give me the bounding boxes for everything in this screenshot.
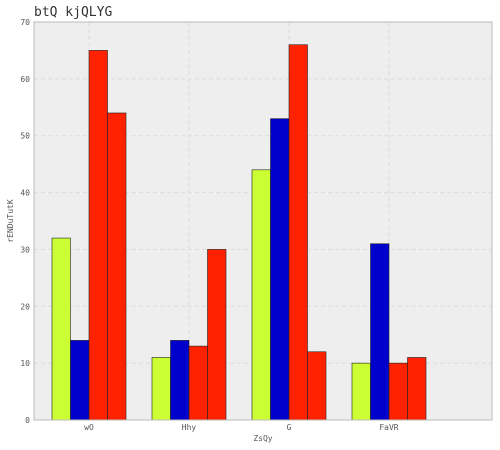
y-tick-label: 40	[20, 189, 30, 198]
y-tick-label: 60	[20, 75, 30, 84]
y-tick-label: 0	[25, 416, 30, 425]
bar-favr-s2	[370, 243, 390, 421]
bar-g-s3	[288, 44, 308, 421]
y-tick-label: 10	[20, 359, 30, 368]
y-axis-label: rENDuTutK	[6, 199, 15, 243]
bar-wo-s2	[70, 340, 90, 421]
x-tick-label: Hhy	[182, 423, 197, 432]
bar-g-s2	[270, 118, 290, 421]
bar-hhy-s3	[188, 345, 208, 421]
tick-labels: 0 10 20 30 40 50 60 70 wO Hhy G FaVR	[20, 18, 398, 432]
x-tick-label: wO	[84, 423, 94, 432]
bar-favr-s1	[351, 362, 371, 421]
bars	[51, 44, 427, 421]
bar-g-s4	[307, 351, 327, 421]
bar-wo-s3	[88, 50, 108, 421]
bar-wo-s1	[51, 237, 71, 421]
y-tick-label: 50	[20, 132, 30, 141]
chart-title: btQ kjQLYG	[34, 5, 112, 20]
y-tick-label: 70	[20, 18, 30, 27]
x-tick-label: FaVR	[379, 423, 398, 432]
y-tick-label: 30	[20, 245, 30, 254]
y-tick-label: 20	[20, 302, 30, 311]
bar-hhy-s4	[207, 249, 227, 421]
bar-hhy-s2	[170, 340, 190, 421]
plot-frame	[33, 21, 493, 421]
x-axis-label: ZsQy	[253, 434, 272, 443]
x-tick-label: G	[287, 423, 292, 432]
bar-hhy-s1	[151, 357, 171, 421]
bar-wo-s4	[107, 112, 127, 421]
bar-favr-s4	[407, 357, 427, 421]
bar-favr-s3	[388, 362, 408, 421]
bar-g-s1	[251, 169, 271, 421]
